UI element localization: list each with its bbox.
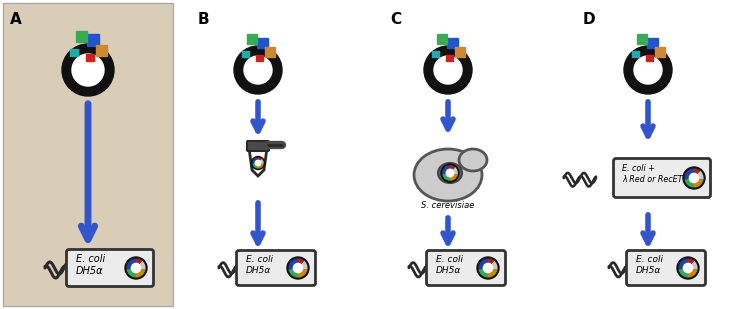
Bar <box>632 51 639 57</box>
Wedge shape <box>127 258 136 270</box>
Text: D: D <box>583 12 595 27</box>
Circle shape <box>477 257 499 279</box>
FancyBboxPatch shape <box>247 141 269 151</box>
Bar <box>87 34 99 46</box>
Circle shape <box>62 44 114 96</box>
Wedge shape <box>478 268 488 277</box>
Wedge shape <box>258 163 264 169</box>
Bar <box>447 38 458 49</box>
Circle shape <box>634 56 662 84</box>
Wedge shape <box>136 258 142 268</box>
Circle shape <box>244 56 272 84</box>
Wedge shape <box>136 261 145 270</box>
Text: E. coli
DH5α: E. coli DH5α <box>246 255 273 275</box>
Wedge shape <box>298 261 308 270</box>
Bar <box>3 3 173 306</box>
Wedge shape <box>298 268 308 277</box>
Circle shape <box>441 164 459 182</box>
Wedge shape <box>688 258 694 268</box>
Circle shape <box>234 46 282 94</box>
Circle shape <box>256 160 261 166</box>
Wedge shape <box>679 268 688 277</box>
Wedge shape <box>450 173 457 181</box>
Circle shape <box>683 167 705 189</box>
Text: E. coli +
λ Red or RecET: E. coli + λ Red or RecET <box>622 164 682 184</box>
Text: A: A <box>10 12 22 27</box>
Wedge shape <box>258 159 264 164</box>
Bar <box>454 47 465 57</box>
Text: E. coli
DH5α: E. coli DH5α <box>76 254 105 276</box>
Bar <box>70 49 78 56</box>
Wedge shape <box>694 178 703 188</box>
Wedge shape <box>136 268 145 277</box>
FancyBboxPatch shape <box>613 159 711 197</box>
Bar <box>432 51 439 57</box>
Circle shape <box>287 257 309 279</box>
FancyBboxPatch shape <box>236 251 315 286</box>
Circle shape <box>294 263 302 273</box>
Wedge shape <box>478 258 488 270</box>
FancyBboxPatch shape <box>426 251 506 286</box>
Wedge shape <box>450 167 458 174</box>
Bar <box>75 31 86 41</box>
Wedge shape <box>258 157 261 163</box>
Circle shape <box>484 263 492 273</box>
Bar <box>256 55 264 61</box>
Wedge shape <box>127 268 136 277</box>
Wedge shape <box>288 258 298 270</box>
Circle shape <box>689 173 699 183</box>
Bar <box>655 47 665 57</box>
Circle shape <box>677 257 699 279</box>
Polygon shape <box>249 148 267 176</box>
Bar <box>264 47 275 57</box>
Wedge shape <box>688 261 697 270</box>
Circle shape <box>131 263 141 273</box>
Bar <box>647 38 658 49</box>
Ellipse shape <box>414 149 482 201</box>
Wedge shape <box>688 268 697 277</box>
Text: C: C <box>390 12 401 27</box>
Bar <box>437 34 447 44</box>
Circle shape <box>424 46 472 94</box>
Bar <box>646 55 653 61</box>
Circle shape <box>72 54 104 86</box>
Circle shape <box>125 257 147 279</box>
Wedge shape <box>298 258 304 268</box>
Wedge shape <box>685 168 694 180</box>
Wedge shape <box>253 163 258 169</box>
Wedge shape <box>488 258 494 268</box>
FancyBboxPatch shape <box>627 251 706 286</box>
Text: S. cerevisiae: S. cerevisiae <box>422 201 475 210</box>
Wedge shape <box>694 168 700 178</box>
Text: B: B <box>198 12 209 27</box>
Wedge shape <box>253 157 258 164</box>
Wedge shape <box>443 173 450 181</box>
Bar <box>247 34 256 44</box>
Bar <box>95 44 107 56</box>
Wedge shape <box>450 165 455 173</box>
Text: E. coli
DH5α: E. coli DH5α <box>636 255 663 275</box>
Wedge shape <box>488 261 498 270</box>
Wedge shape <box>443 165 450 174</box>
Ellipse shape <box>459 149 487 171</box>
FancyBboxPatch shape <box>66 249 153 286</box>
Bar <box>242 51 249 57</box>
Wedge shape <box>685 178 694 188</box>
Circle shape <box>434 56 462 84</box>
Bar <box>257 38 268 49</box>
Bar <box>86 53 94 61</box>
Wedge shape <box>488 268 498 277</box>
Ellipse shape <box>438 163 462 183</box>
Bar <box>637 34 647 44</box>
Wedge shape <box>679 258 688 270</box>
Wedge shape <box>694 171 703 180</box>
Circle shape <box>252 156 264 170</box>
Bar <box>446 55 454 61</box>
Wedge shape <box>288 268 298 277</box>
Text: E. coli
DH5α: E. coli DH5α <box>436 255 463 275</box>
Circle shape <box>683 263 693 273</box>
Circle shape <box>624 46 672 94</box>
Circle shape <box>446 169 454 177</box>
